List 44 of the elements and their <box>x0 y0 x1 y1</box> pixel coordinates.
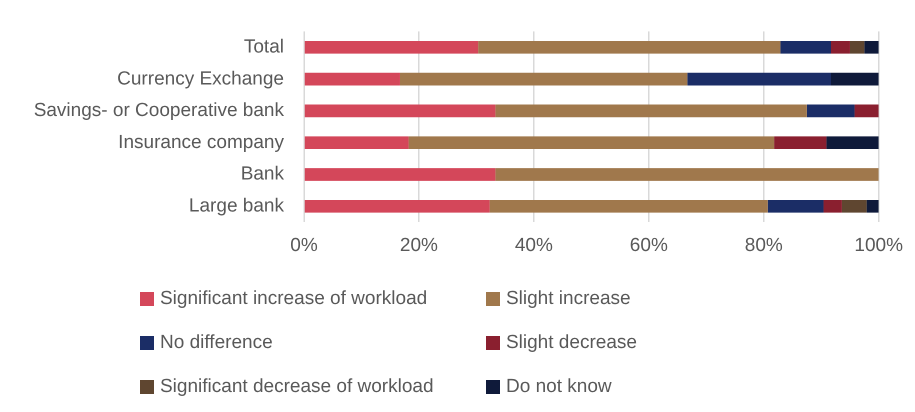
x-tick-label: 20% <box>400 234 438 256</box>
x-tick-label: 80% <box>744 234 783 256</box>
x-tick-label: 60% <box>630 234 668 256</box>
legend-label: Significant decrease of workload <box>160 376 434 398</box>
bar <box>304 72 400 86</box>
bar <box>831 72 879 86</box>
legend-label: Slight increase <box>506 288 631 310</box>
bar <box>304 168 496 181</box>
bar <box>687 72 832 86</box>
x-tick-label: 100% <box>854 234 904 256</box>
y-tick-label: Bank <box>240 164 284 185</box>
x-tick-label: 0% <box>290 234 318 256</box>
bar <box>850 40 864 54</box>
y-tick-label: Large bank <box>188 196 284 217</box>
bar <box>495 104 807 118</box>
bar <box>866 200 879 213</box>
bar <box>826 136 879 150</box>
bar <box>304 200 490 213</box>
legend-label: Significant increase of workload <box>160 288 428 310</box>
legend-label: Slight decrease <box>506 332 637 354</box>
legend-label: No difference <box>160 332 273 354</box>
x-tick-label: 40% <box>514 234 553 256</box>
y-tick-label: Savings- or Cooperative bank <box>34 100 284 122</box>
bar <box>768 200 824 213</box>
bar <box>806 104 855 118</box>
bar <box>864 40 879 54</box>
legend-label: Do not know <box>506 376 612 398</box>
bar <box>831 40 850 54</box>
bar <box>824 200 842 213</box>
y-tick-label: Total <box>244 36 284 58</box>
y-tick-label: Currency Exchange <box>117 68 284 90</box>
bar <box>400 72 688 86</box>
y-tick-label: Insurance company <box>118 132 284 153</box>
bar <box>408 136 774 150</box>
bar <box>304 40 478 54</box>
bar <box>495 168 879 181</box>
bar <box>774 136 826 150</box>
bar <box>304 136 409 150</box>
bar <box>854 104 879 118</box>
bar <box>842 200 867 213</box>
bar <box>478 40 780 54</box>
bar <box>490 200 768 213</box>
bar <box>304 104 496 118</box>
bar <box>780 40 832 54</box>
